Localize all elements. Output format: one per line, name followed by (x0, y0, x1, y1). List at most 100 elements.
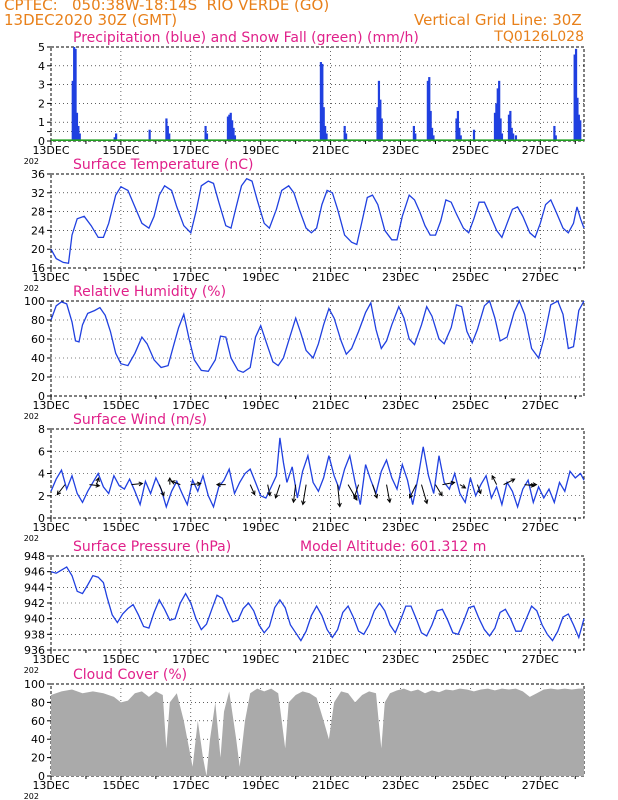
precip-ytick-label: 0 (38, 135, 45, 148)
wind-arrow-head (167, 476, 173, 482)
wind-title: Surface Wind (m/s) (73, 412, 207, 428)
rh-xtick-label: 15DEC (102, 399, 139, 412)
wind-arrow (275, 484, 281, 498)
wind-arrow (420, 484, 428, 504)
wind-arrow-head (301, 500, 306, 506)
precip-bar (344, 133, 348, 141)
precip-ytick-label: 4 (38, 60, 45, 73)
precip-bar (472, 129, 476, 141)
pressure-panel (47, 555, 585, 654)
cloud-year-label: 202 (24, 792, 39, 800)
wind-arrow-head (438, 491, 443, 497)
precip-bar (500, 133, 504, 141)
precip-bar (496, 88, 499, 141)
precip-bar (73, 47, 76, 141)
run-code: TQ0126L028 (493, 29, 584, 45)
wind-xtick-label: 17DEC (172, 521, 209, 534)
rh-xtick-label: 17DEC (172, 399, 209, 412)
precip-xtick-label: 27DEC (522, 144, 559, 157)
wind-arrow-head (56, 490, 62, 496)
precip-bar (459, 135, 462, 141)
precip-bar (458, 127, 461, 141)
precip-ytick-label: 3 (38, 79, 45, 92)
temp-year-label: 202 (24, 284, 39, 293)
wind-arrow-head (337, 502, 342, 508)
wind-arrow-head (95, 483, 101, 488)
wind-arrow (302, 484, 307, 505)
wind-arrow-head (423, 499, 429, 505)
rh-ytick-label: 0 (38, 390, 45, 403)
wind-xtick-label: 19DEC (242, 521, 279, 534)
precip-bar (507, 114, 511, 141)
precip-bar (495, 103, 498, 141)
precip-bar (509, 110, 512, 141)
temp-xtick-label: 13DEC (32, 271, 69, 284)
precip-bar (75, 112, 79, 141)
precip-bar (512, 133, 515, 141)
wind-arrow-head (196, 481, 202, 487)
wind-panel (47, 428, 585, 522)
precip-bar (166, 125, 169, 141)
pressure-ytick-label: 940 (24, 613, 45, 626)
pressure-ytick-label: 944 (24, 581, 45, 594)
temp-ytick-label: 20 (31, 243, 45, 256)
wind-arrow-head (386, 498, 392, 504)
header-station: CPTEC: 050:38W-18:14S RIO VERDE (GO) (4, 0, 330, 14)
wind-arrow-head (373, 493, 379, 499)
cloud-xtick-label: 17DEC (172, 779, 209, 792)
wind-arrow (292, 484, 297, 503)
temp-ytick-label: 28 (31, 206, 45, 219)
temp-panel (47, 173, 585, 272)
precip-bar (228, 114, 231, 141)
precip-bar (322, 107, 325, 141)
wind-arrow (56, 484, 66, 495)
cloud-xtick-label: 19DEC (242, 779, 279, 792)
rh-ytick-label: 20 (31, 371, 45, 384)
wind-arrow (337, 484, 341, 507)
temp-xtick-label: 21DEC (312, 271, 349, 284)
pressure-frame (50, 555, 585, 651)
precip-bar (74, 48, 77, 141)
precip-bar (231, 120, 234, 141)
rh-ytick-label: 100 (24, 295, 45, 308)
wind-arrow-head (138, 481, 144, 487)
precip-bar (78, 133, 81, 141)
rh-xtick-label: 23DEC (382, 399, 419, 412)
temp-xtick-label: 17DEC (172, 271, 209, 284)
wind-arrow (249, 484, 256, 495)
temp-title: Surface Temperature (nC) (73, 157, 254, 173)
wind-arrow-head (170, 480, 176, 485)
precip-bar (113, 137, 116, 141)
precip-bar (229, 112, 232, 141)
precip-bar (377, 80, 381, 141)
cloud-xtick-label: 23DEC (382, 779, 419, 792)
wind-arrow-head (532, 482, 538, 487)
pressure-title: Surface Pressure (hPa) (73, 539, 231, 555)
wind-arrow-head (450, 480, 456, 486)
precip-bar (574, 48, 578, 141)
wind-xtick-label: 23DEC (382, 521, 419, 534)
pressure-xtick-label: 13DEC (32, 653, 69, 666)
cloud-xtick-label: 13DEC (32, 779, 69, 792)
wind-ytick-label: 6 (38, 445, 45, 458)
header-date: 13DEC2020 30Z (GMT) (4, 11, 178, 29)
cloud-area (51, 688, 584, 776)
precip-bar (456, 110, 460, 141)
cloud-title: Cloud Cover (%) (73, 667, 187, 683)
rh-year-label: 202 (24, 412, 39, 421)
precip-bar (429, 110, 432, 141)
temp-xtick-label: 15DEC (102, 271, 139, 284)
precip-bar (498, 80, 501, 141)
wind-arrow-head (291, 498, 297, 504)
wind-arrow-head (352, 493, 358, 499)
precip-bar (379, 99, 382, 141)
cloud-ytick-label: 80 (31, 696, 45, 709)
wind-year-label: 202 (24, 534, 39, 543)
precip-bar (510, 127, 513, 141)
wind-arrow (476, 484, 482, 494)
precip-bar (514, 135, 518, 141)
precip-bar (432, 135, 435, 141)
pressure-xtick-label: 27DEC (522, 653, 559, 666)
cloud-ytick-label: 40 (31, 733, 45, 746)
precip-bar (455, 118, 458, 141)
